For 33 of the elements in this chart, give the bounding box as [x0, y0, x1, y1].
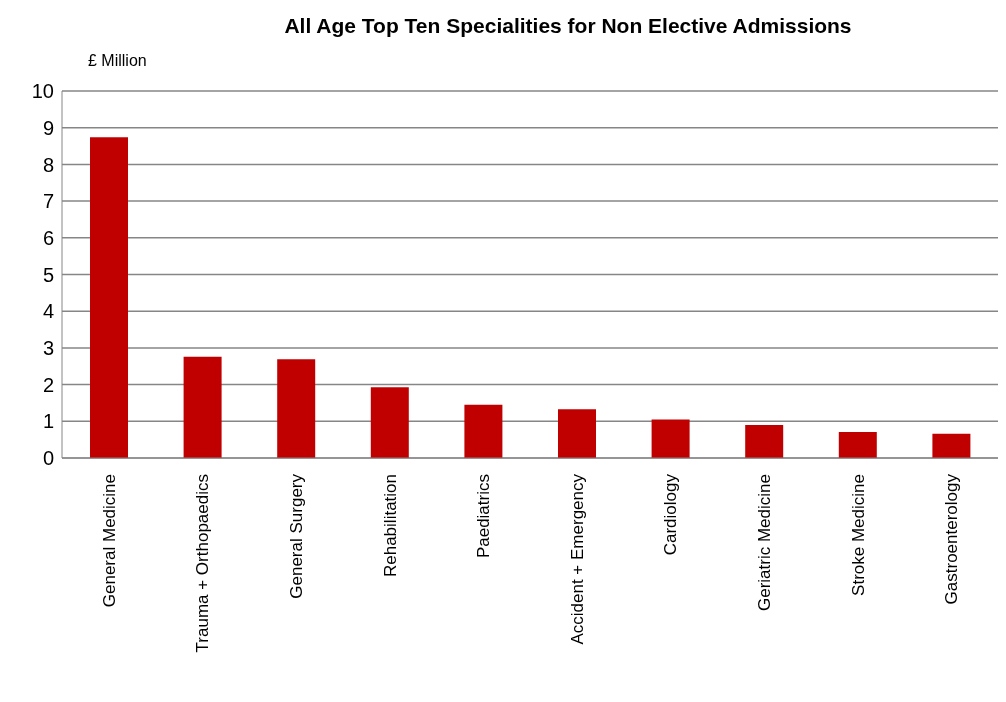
x-tick-label: Stroke Medicine — [848, 474, 868, 596]
y-tick-label: 6 — [42, 226, 54, 249]
y-tick-label: 10 — [31, 80, 54, 103]
y-tick-label: 2 — [42, 373, 54, 396]
x-tick-label: Cardiology — [661, 473, 681, 556]
y-tick-label: 1 — [42, 410, 54, 433]
bar — [277, 359, 316, 458]
x-tick-label: General Medicine — [99, 474, 119, 608]
x-tick-label: Accident + Emergency — [567, 473, 587, 645]
y-tick-label: 3 — [42, 337, 54, 359]
x-tick-label: Geriatric Medicine — [755, 474, 774, 611]
y-tick-label: 0 — [42, 447, 54, 470]
x-tick-label: Trauma + Orthopaedics — [193, 474, 213, 653]
bar — [183, 356, 222, 458]
bar — [745, 424, 784, 458]
bar — [464, 404, 503, 458]
y-tick-label: 4 — [42, 300, 54, 323]
y-tick-label: 7 — [42, 190, 54, 213]
y-tick-label: 8 — [42, 153, 54, 176]
bar — [838, 431, 877, 458]
bar — [370, 387, 409, 458]
y-axis-title: £ Million — [88, 52, 147, 70]
x-tick-label: Rehabilitation — [380, 474, 400, 578]
y-tick-label: 9 — [42, 116, 54, 139]
bar — [558, 409, 596, 458]
x-tick-label: General Surgery — [287, 473, 306, 599]
bar — [932, 433, 971, 458]
bar — [651, 419, 690, 458]
bar — [90, 137, 128, 458]
x-tick-label: Paediatrics — [474, 474, 494, 559]
y-tick-label: 5 — [42, 263, 54, 286]
x-tick-label: Gastroenterology — [942, 473, 962, 605]
chart-title: All Age Top Ten Specialities for Non Elective Admissions — [283, 14, 853, 38]
